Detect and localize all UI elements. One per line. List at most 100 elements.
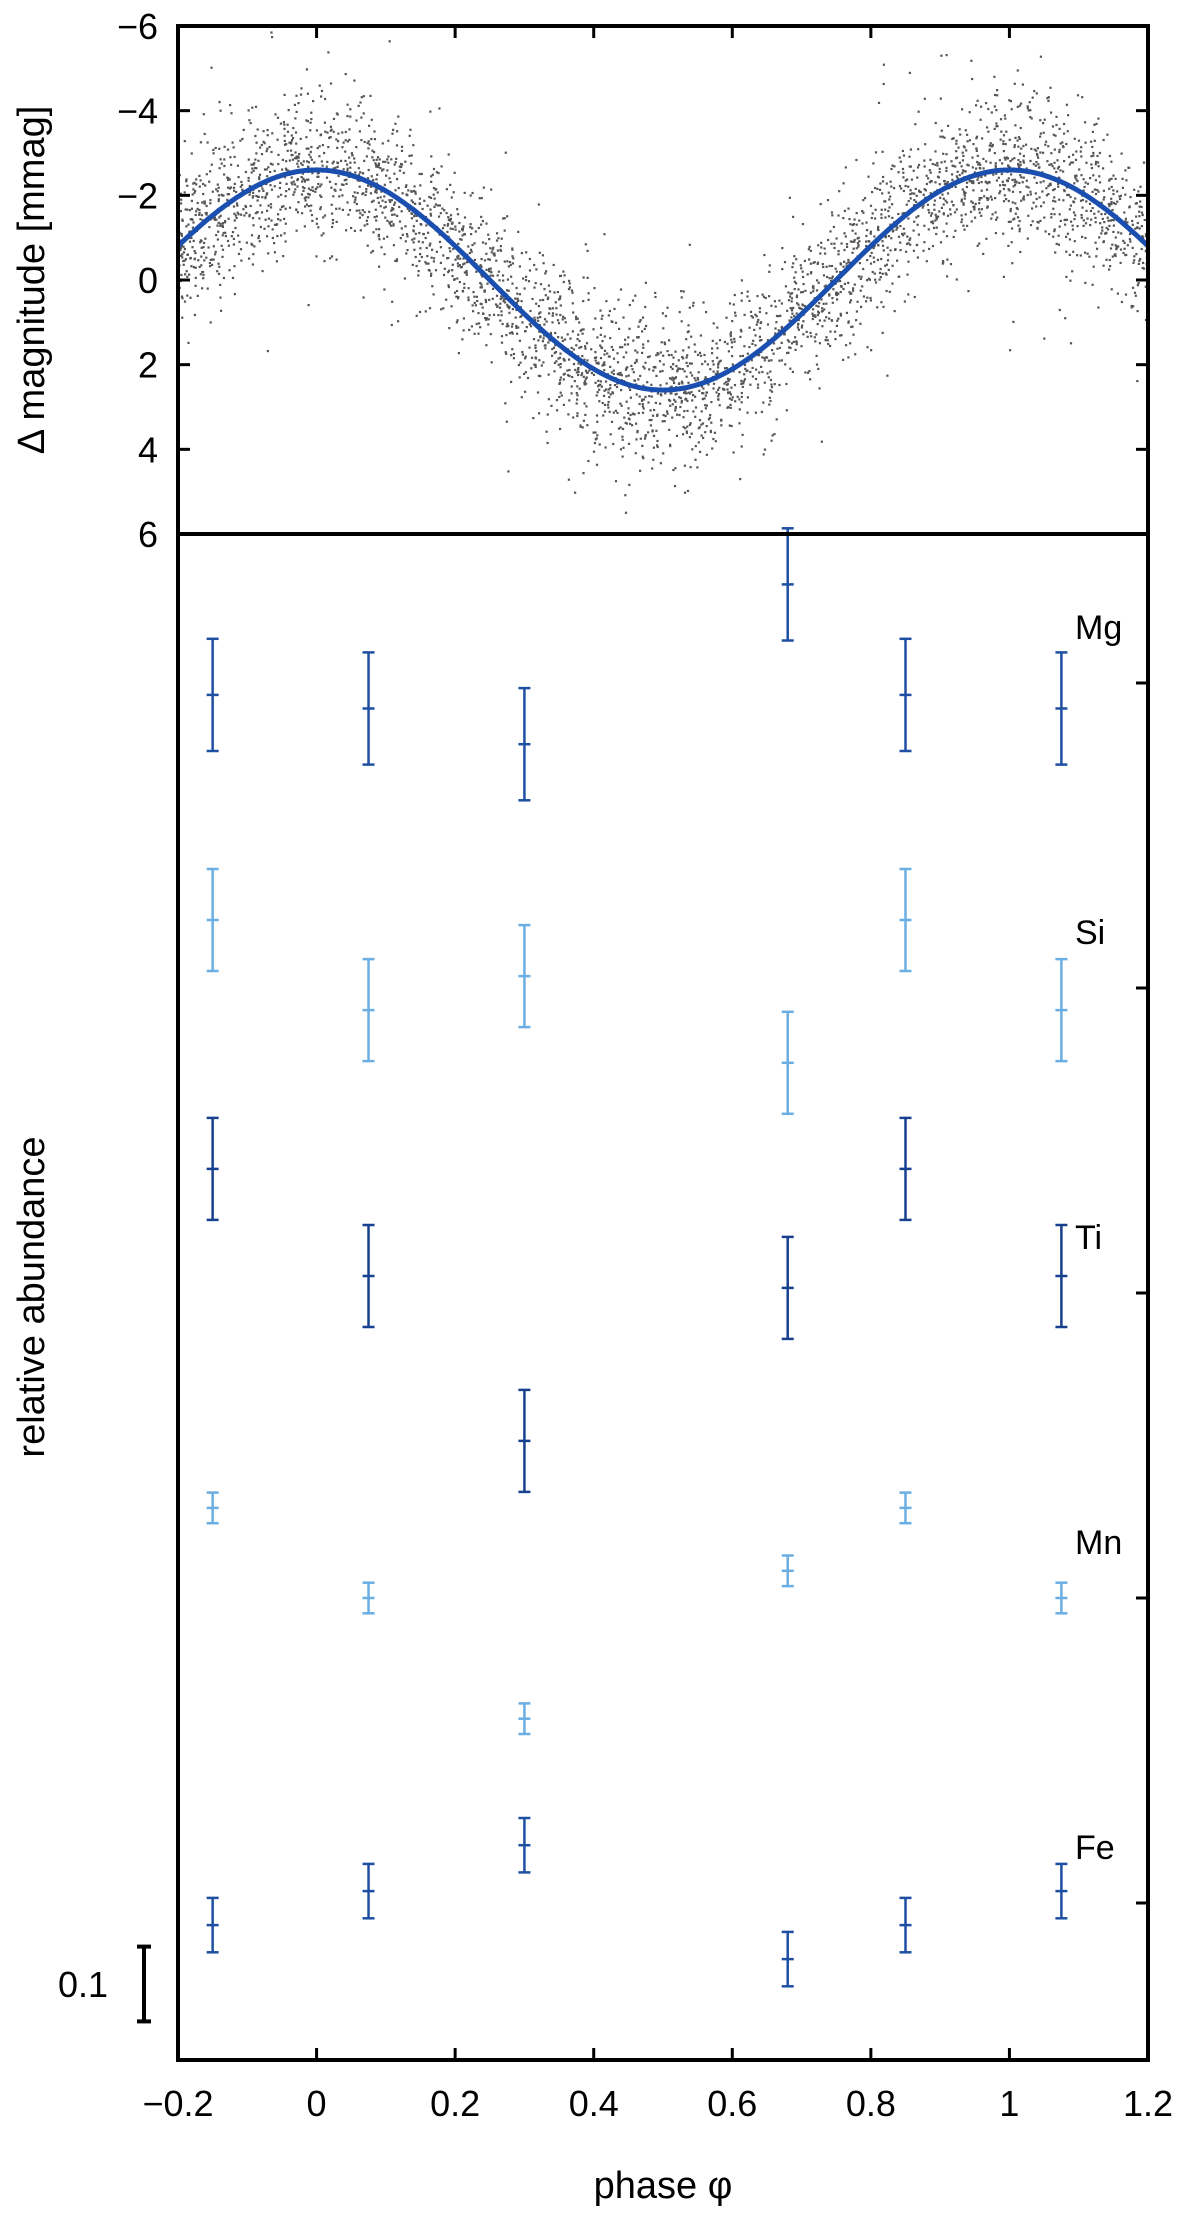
photometry-point [1018, 104, 1021, 107]
photometry-point [1082, 189, 1085, 192]
photometry-point [198, 211, 201, 215]
photometry-point [940, 54, 943, 57]
photometry-point [276, 235, 279, 238]
photometry-point [230, 235, 233, 238]
photometry-point [219, 222, 222, 225]
photometry-point [349, 108, 352, 111]
photometry-point [766, 323, 770, 326]
photometry-point [859, 277, 862, 280]
photometry-point [528, 346, 531, 349]
photometry-point [430, 155, 433, 158]
photometry-point [1136, 310, 1139, 313]
photometry-point [844, 166, 847, 169]
photometry-point [320, 183, 323, 186]
photometry-point [448, 247, 451, 250]
photometry-point [324, 97, 327, 101]
photometry-point [582, 328, 585, 331]
photometry-point [818, 319, 821, 322]
photometry-point [633, 361, 637, 364]
photometry-point [601, 401, 604, 405]
photometry-point [934, 219, 937, 222]
photometry-point [480, 197, 483, 200]
photometry-point [379, 167, 382, 170]
photometry-point [257, 159, 260, 162]
photometry-point [717, 395, 720, 398]
photometry-point [1076, 180, 1079, 183]
photometry-point [1097, 190, 1100, 193]
photometry-point [303, 187, 306, 190]
photometry-point [876, 258, 879, 261]
photometry-point [929, 158, 932, 161]
photometry-point [233, 182, 236, 185]
photometry-point [656, 444, 659, 447]
photometry-point [882, 305, 885, 308]
light-curve-y-axis-label: Δ magnitude [mmag] [11, 106, 53, 455]
photometry-point [602, 414, 605, 417]
photometry-point [387, 161, 390, 164]
photometry-point [435, 171, 438, 174]
photometry-point [1058, 148, 1061, 151]
photometry-point [985, 188, 989, 191]
photometry-point [888, 290, 891, 293]
photometry-point [1046, 97, 1049, 100]
photometry-point [371, 249, 375, 253]
photometry-point [994, 232, 997, 235]
photometry-point [484, 298, 487, 301]
photometry-point [536, 391, 540, 394]
photometry-point [682, 426, 685, 429]
photometry-point [424, 261, 427, 264]
photometry-point [499, 319, 502, 322]
photometry-point [965, 185, 968, 189]
photometry-point [179, 248, 182, 252]
photometry-point [224, 220, 227, 223]
photometry-point [592, 450, 596, 453]
photometry-point [1007, 188, 1010, 191]
photometry-point [559, 274, 562, 277]
photometry-point [958, 174, 961, 177]
photometry-point [543, 318, 547, 321]
photometry-point [319, 133, 323, 136]
photometry-point [994, 162, 997, 165]
photometry-point [686, 409, 689, 412]
photometry-point [1052, 133, 1055, 136]
photometry-point [904, 179, 907, 182]
photometry-point [826, 275, 829, 279]
photometry-point [700, 434, 703, 437]
photometry-point [971, 201, 974, 204]
photometry-point [818, 302, 821, 305]
photometry-point [557, 357, 560, 360]
photometry-point [1110, 177, 1113, 180]
photometry-point [306, 160, 309, 163]
photometry-point [760, 365, 763, 368]
photometry-point [850, 292, 853, 295]
photometry-point [837, 250, 840, 253]
photometry-point [641, 330, 644, 333]
photometry-point [1068, 253, 1071, 256]
photometry-point [931, 245, 935, 248]
photometry-point [384, 216, 387, 219]
photometry-point [1049, 182, 1052, 185]
photometry-point [985, 197, 989, 200]
photometry-point [701, 398, 704, 401]
photometry-point [684, 398, 687, 401]
photometry-point [354, 171, 357, 174]
photometry-point [1008, 138, 1011, 141]
photometry-point [715, 342, 718, 345]
photometry-point [318, 155, 321, 158]
photometry-point [366, 216, 370, 219]
photometry-point [662, 363, 665, 366]
photometry-point [499, 302, 502, 305]
photometry-point [944, 199, 947, 202]
photometry-point [1055, 115, 1058, 118]
photometry-point [662, 327, 665, 330]
photometry-point [1037, 156, 1040, 159]
photometry-point [521, 353, 524, 356]
photometry-point [999, 190, 1002, 193]
photometry-point [1072, 200, 1075, 203]
photometry-point [838, 190, 841, 193]
photometry-point [450, 196, 453, 199]
photometry-point [919, 191, 922, 194]
photometry-point [1051, 165, 1054, 168]
